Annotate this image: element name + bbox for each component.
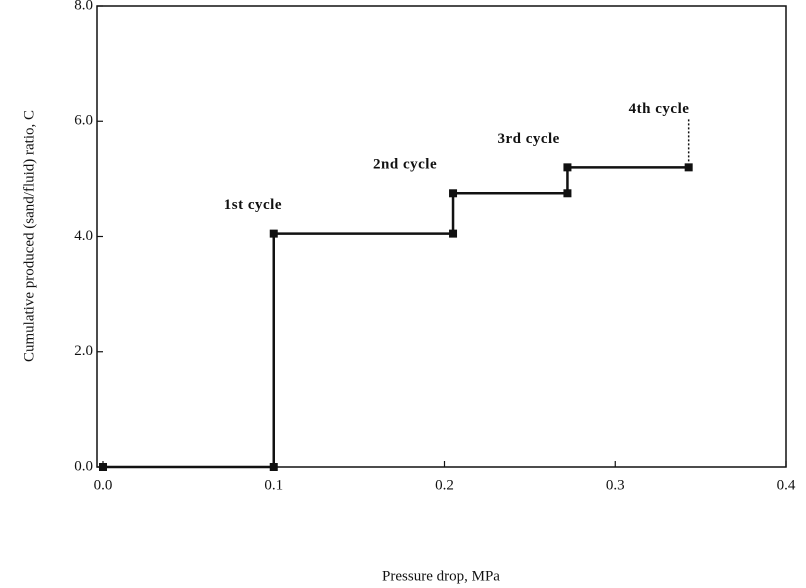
- x-tick-label: 0.0: [94, 477, 113, 493]
- annotation: 2nd cycle: [373, 157, 437, 173]
- y-tick-label: 0.0: [74, 458, 93, 474]
- plot-frame: [96, 5, 787, 468]
- annotation: 3rd cycle: [497, 131, 559, 147]
- x-tick-label: 0.1: [264, 477, 283, 493]
- data-marker: [684, 163, 693, 172]
- y-tick-label: 4.0: [74, 228, 93, 244]
- y-tick-label: 6.0: [74, 113, 93, 129]
- data-marker: [449, 229, 458, 238]
- y-axis-title: Cumulative produced (sand/fluid) ratio, …: [21, 110, 37, 362]
- data-line: [103, 166, 689, 469]
- data-marker: [99, 463, 107, 471]
- y-tick-label: 8.0: [74, 0, 93, 13]
- data-marker: [563, 189, 572, 198]
- x-tick-label: 0.4: [777, 477, 796, 493]
- x-tick-label: 0.3: [606, 477, 625, 493]
- x-axis-title: Pressure drop, MPa: [382, 568, 500, 584]
- data-marker: [269, 229, 278, 238]
- annotation: 1st cycle: [224, 197, 282, 213]
- data-marker: [269, 463, 278, 471]
- y-tick-label: 2.0: [74, 343, 93, 359]
- annotation: 4th cycle: [629, 101, 690, 117]
- data-marker: [449, 189, 458, 198]
- x-tick-label: 0.2: [435, 477, 454, 493]
- data-marker: [563, 163, 572, 172]
